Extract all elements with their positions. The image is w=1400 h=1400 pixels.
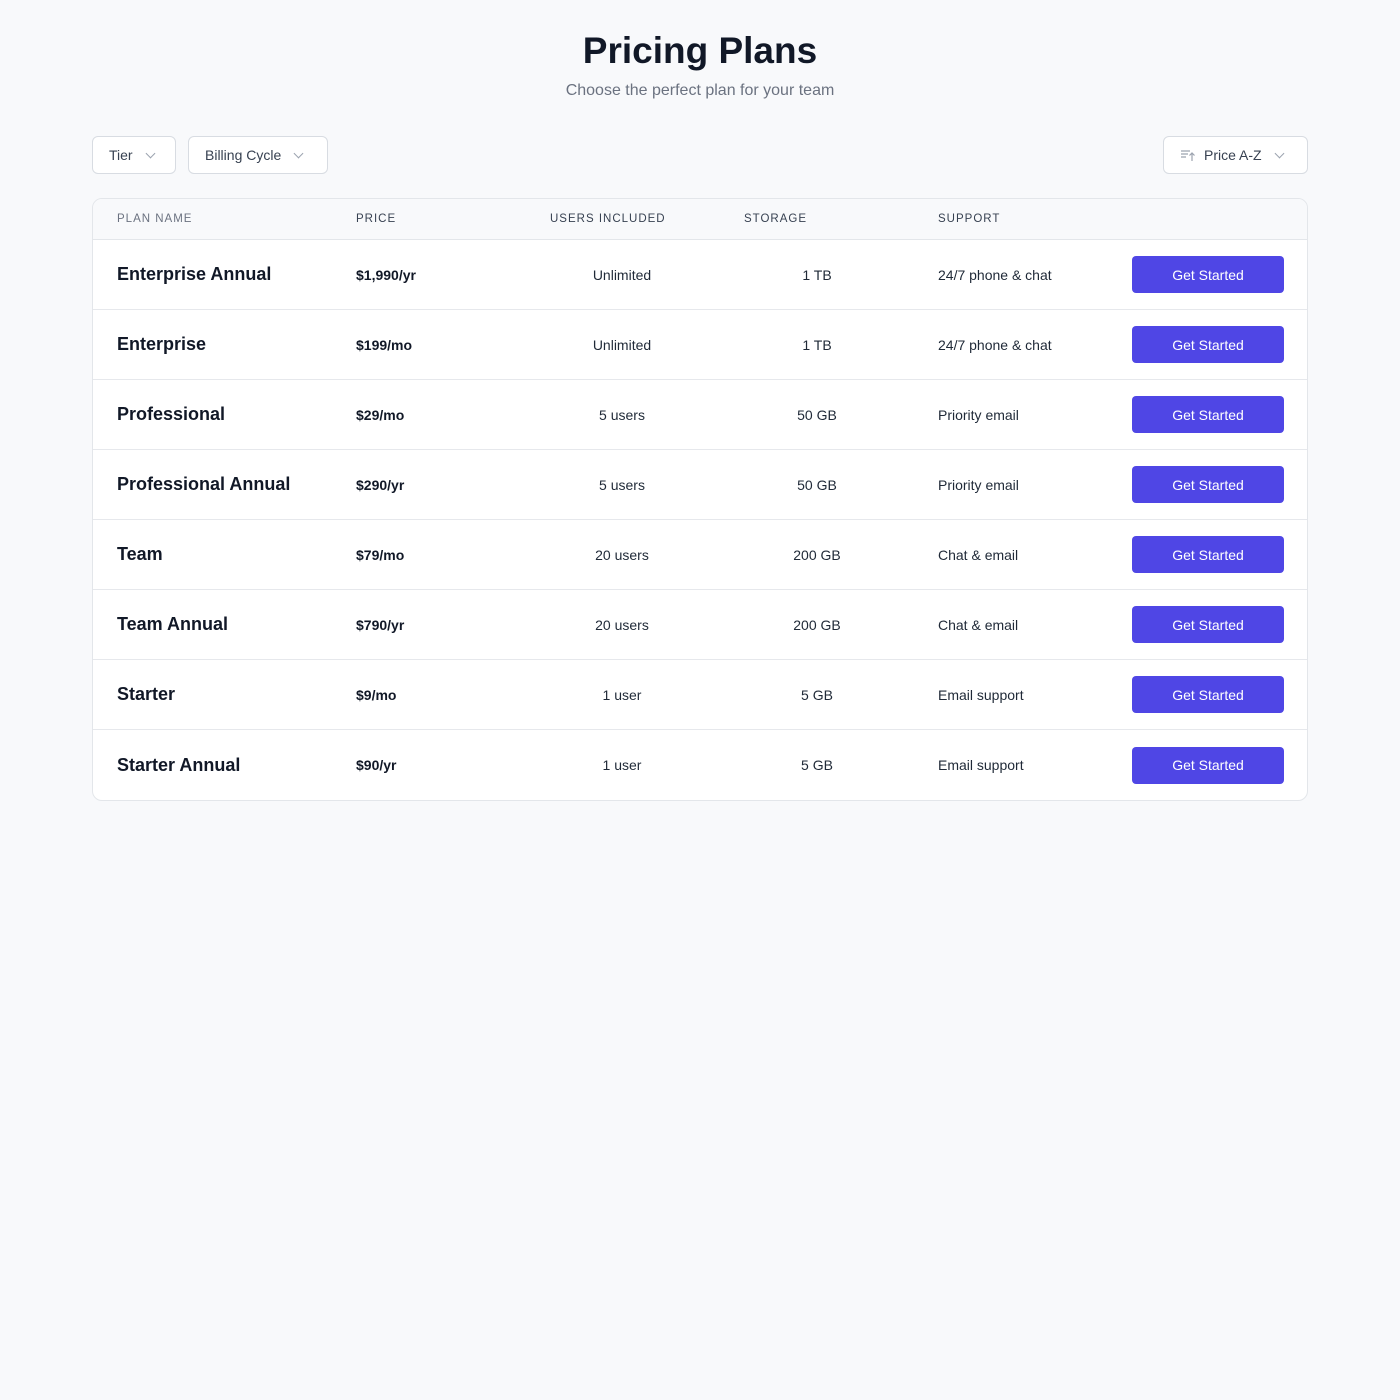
table-row: Professional $29/mo 5 users 50 GB Priori… [93, 380, 1307, 450]
table-header: PLAN NAME PRICE USERS INCLUDED STORAGE S… [93, 199, 1307, 240]
plan-name: Professional Annual [117, 474, 291, 494]
chevron-down-icon [293, 148, 304, 158]
sort-ascending-icon [1181, 150, 1195, 161]
get-started-button[interactable]: Get Started [1132, 326, 1284, 363]
chevron-down-icon [145, 148, 156, 158]
plan-support: Priority email [938, 476, 1019, 493]
plan-users: 20 users [595, 616, 649, 633]
get-started-button[interactable]: Get Started [1132, 256, 1284, 293]
plan-price: $199/mo [356, 336, 413, 353]
plan-users: Unlimited [592, 266, 652, 283]
plan-support: Priority email [938, 406, 1019, 423]
plan-users: 1 user [602, 757, 642, 773]
pricing-table: PLAN NAME PRICE USERS INCLUDED STORAGE S… [92, 198, 1308, 801]
plan-storage: 50 GB [797, 406, 837, 423]
plan-support: Email support [938, 686, 1024, 703]
table-row: Starter $9/mo 1 user 5 GB Email support … [93, 660, 1307, 730]
plan-users: 1 user [602, 686, 642, 703]
table-row: Enterprise $199/mo Unlimited 1 TB 24/7 p… [93, 310, 1307, 380]
get-started-button[interactable]: Get Started [1132, 606, 1284, 643]
table-row: Team $79/mo 20 users 200 GB Chat & email… [93, 520, 1307, 590]
plan-name: Professional [117, 404, 226, 424]
plan-storage: 5 GB [801, 686, 833, 703]
get-started-button[interactable]: Get Started [1132, 676, 1284, 713]
plan-storage: 1 TB [802, 266, 832, 283]
column-header-users: USERS INCLUDED [550, 213, 666, 225]
plan-users: 20 users [595, 546, 649, 563]
plan-name: Team Annual [117, 614, 229, 634]
plan-users: 5 users [599, 406, 645, 423]
plan-users: Unlimited [592, 336, 652, 353]
column-header-price: PRICE [356, 213, 397, 225]
table-row: Starter Annual $90/yr 1 user 5 GB Email … [93, 730, 1307, 800]
plan-price: $79/mo [356, 546, 405, 563]
plan-price: $90/yr [356, 757, 397, 773]
plan-name: Starter [117, 684, 176, 704]
plan-price: $1,990/yr [356, 266, 416, 283]
table-row: Professional Annual $290/yr 5 users 50 G… [93, 450, 1307, 520]
plan-name: Enterprise Annual [117, 264, 272, 284]
table-row: Enterprise Annual $1,990/yr Unlimited 1 … [93, 240, 1307, 310]
billing-filter-label: Billing Cycle [205, 147, 282, 163]
plan-price: $290/yr [356, 476, 405, 493]
sort-dropdown[interactable]: Price A-Z [1163, 136, 1308, 174]
tier-filter[interactable]: Tier [92, 136, 176, 174]
get-started-button[interactable]: Get Started [1132, 396, 1284, 433]
plan-users: 5 users [599, 476, 645, 493]
plan-support: Email support [938, 757, 1024, 773]
column-header-support: SUPPORT [938, 213, 1001, 225]
plan-storage: 200 GB [793, 546, 841, 563]
sort-label: Price A-Z [1204, 147, 1262, 163]
plan-support: 24/7 phone & chat [938, 336, 1052, 353]
billing-cycle-filter[interactable]: Billing Cycle [188, 136, 328, 174]
get-started-button[interactable]: Get Started [1132, 466, 1284, 503]
plan-storage: 50 GB [797, 476, 837, 493]
plan-support: Chat & email [938, 616, 1019, 633]
column-header-plan-name: PLAN NAME [117, 213, 193, 225]
get-started-button[interactable]: Get Started [1132, 746, 1284, 784]
page-subtitle: Choose the perfect plan for your team [565, 82, 835, 99]
plan-storage: 200 GB [793, 616, 841, 633]
plan-name: Starter Annual [117, 754, 241, 775]
plan-price: $29/mo [356, 406, 405, 423]
plan-support: 24/7 phone & chat [938, 266, 1052, 283]
page-title: Pricing Plans [582, 30, 818, 71]
plan-price: $790/yr [356, 616, 405, 633]
column-header-storage: STORAGE [744, 213, 808, 225]
plan-storage: 1 TB [802, 336, 832, 353]
plan-price: $9/mo [356, 686, 397, 703]
table-row: Team Annual $790/yr 20 users 200 GB Chat… [93, 590, 1307, 660]
plan-storage: 5 GB [801, 757, 833, 773]
plan-name: Team [117, 544, 163, 564]
get-started-button[interactable]: Get Started [1132, 536, 1284, 573]
plan-name: Enterprise [117, 334, 207, 354]
plan-support: Chat & email [938, 546, 1019, 563]
chevron-down-icon [1274, 148, 1285, 158]
tier-filter-label: Tier [109, 147, 133, 163]
